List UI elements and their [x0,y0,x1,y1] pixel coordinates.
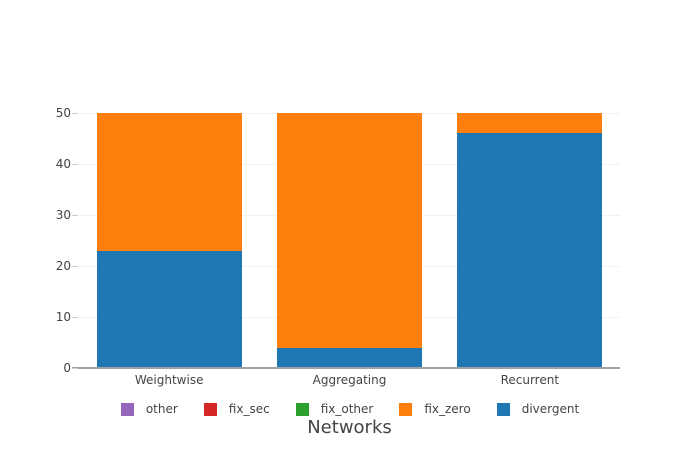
plot-area [72,112,620,369]
y-tick-label-10: 10 [55,310,71,324]
y-tick-label-40: 40 [55,157,71,171]
legend-label-other: other [145,402,178,416]
y-tick-label-20: 20 [55,259,71,273]
legend-swatch-other [120,402,134,416]
y-tick-mark-50 [72,112,78,114]
legend-label-fix_other: fix_other [320,402,374,416]
y-tick-mark-10 [72,316,78,318]
x-tick-label-aggregating: Aggregating [312,373,387,387]
bar-segment-aggregating-fix_zero [277,113,422,348]
legend-item-fix_other[interactable]: fix_other [295,402,374,416]
legend: other fix_sec fix_other fix_zero divergent [0,402,700,416]
legend-swatch-fix_zero [399,402,413,416]
legend-swatch-divergent [496,402,510,416]
x-axis-title: Networks [307,417,392,438]
legend-swatch-fix_sec [203,402,217,416]
bar-segment-weightwise-divergent [96,250,242,368]
legend-label-fix_sec: fix_sec [228,402,270,416]
bar-segment-recurrent-divergent [457,133,603,368]
legend-item-fix_sec[interactable]: fix_sec [203,402,270,416]
gridline-y-50 [79,112,620,114]
y-tick-label-50: 50 [55,106,71,120]
legend-item-fix_zero[interactable]: fix_zero [399,402,471,416]
x-tick-label-weightwise: Weightwise [134,373,204,387]
legend-item-other[interactable]: other [120,402,178,416]
legend-label-fix_zero: fix_zero [424,402,471,416]
x-axis-line [72,367,620,369]
y-tick-label-30: 30 [55,208,71,222]
legend-swatch-fix_other [295,402,309,416]
legend-item-divergent[interactable]: divergent [496,402,580,416]
y-tick-label-0: 0 [63,361,71,375]
bar-segment-weightwise-fix_zero [96,113,242,251]
legend-label-divergent: divergent [521,402,580,416]
y-tick-mark-40 [72,163,78,165]
y-tick-mark-0 [72,367,78,369]
x-tick-label-recurrent: Recurrent [500,373,560,387]
y-tick-mark-20 [72,265,78,267]
bar-segment-aggregating-divergent [277,347,422,368]
bar-segment-recurrent-fix_zero [457,113,603,134]
y-tick-mark-30 [72,214,78,216]
